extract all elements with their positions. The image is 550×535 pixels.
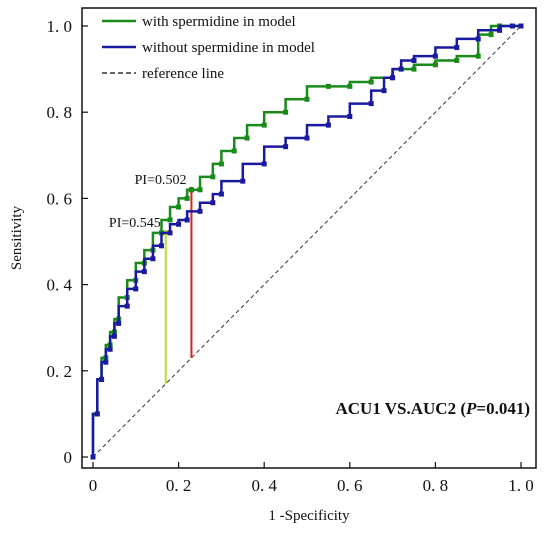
series-1-point bbox=[124, 303, 130, 309]
annotation-p: P bbox=[465, 399, 477, 418]
annotation-suffix: =0.041) bbox=[476, 399, 530, 418]
series-1-point bbox=[184, 217, 190, 223]
series-1-point bbox=[210, 200, 216, 206]
series-0-point bbox=[261, 122, 267, 128]
y-axis-label: Sensitivity bbox=[9, 205, 25, 270]
series-0-point bbox=[167, 217, 173, 223]
series-1-point bbox=[133, 286, 139, 292]
series-1-point bbox=[141, 269, 147, 275]
series-1-point bbox=[411, 57, 417, 63]
series-1-point bbox=[103, 359, 109, 365]
series-1-point bbox=[398, 66, 404, 72]
series-0-point bbox=[244, 135, 250, 141]
x-axis-label: 1 -Specificity bbox=[268, 508, 350, 524]
series-1-point bbox=[304, 135, 310, 141]
y-tick-label: 0 bbox=[64, 448, 73, 467]
x-tick-label: 0 bbox=[89, 476, 98, 495]
annotation-prefix: ACU1 VS.AUC2 ( bbox=[336, 399, 467, 418]
series-1-point bbox=[347, 114, 353, 120]
series-1-point bbox=[325, 122, 331, 128]
x-tick-label: 0. 4 bbox=[251, 476, 277, 495]
series-1-point bbox=[497, 27, 503, 33]
series-0-point bbox=[176, 204, 182, 210]
series-1-point bbox=[90, 454, 96, 460]
series-0-point bbox=[218, 161, 224, 167]
cutoff-labels: PI=0.545 PI=0.502 bbox=[109, 173, 187, 231]
series-1-point bbox=[99, 376, 105, 382]
series-1-point bbox=[432, 53, 438, 59]
series-1-point bbox=[176, 221, 182, 227]
series-1-point bbox=[261, 161, 267, 167]
series-1-point bbox=[475, 36, 481, 42]
series-0-point bbox=[411, 66, 417, 72]
y-tick-label: 0. 2 bbox=[47, 362, 73, 381]
series-0-point bbox=[283, 109, 289, 115]
y-tick-label: 1. 0 bbox=[47, 17, 73, 36]
series-1-point bbox=[381, 88, 387, 94]
legend: with spermidine in model without spermid… bbox=[102, 14, 315, 82]
series-1-point bbox=[454, 45, 460, 51]
series-0-point bbox=[488, 32, 494, 38]
series-0-point bbox=[197, 187, 203, 193]
cutoff-label-1: PI=0.502 bbox=[135, 173, 187, 188]
y-tick-label: 0. 4 bbox=[47, 276, 73, 295]
plot-frame bbox=[81, 7, 537, 469]
reference-line-layer bbox=[92, 25, 522, 458]
series-0-point bbox=[454, 57, 460, 63]
series-1-point bbox=[167, 230, 173, 236]
series-1 bbox=[90, 23, 524, 460]
series-layer bbox=[90, 23, 524, 460]
series-1-point bbox=[94, 411, 100, 417]
series-1-point bbox=[518, 23, 524, 29]
series-0-point bbox=[304, 96, 310, 102]
x-tick-label: 1. 0 bbox=[508, 476, 534, 495]
series-1-point bbox=[368, 101, 374, 107]
series-0-point bbox=[347, 83, 353, 89]
series-0-point bbox=[210, 174, 216, 180]
series-0-point bbox=[184, 195, 190, 201]
cutoff-layer bbox=[162, 186, 195, 384]
series-0-point bbox=[231, 148, 237, 154]
reference-line bbox=[92, 25, 522, 458]
series-0-point bbox=[188, 187, 194, 193]
series-1-point bbox=[107, 346, 113, 352]
auc-comparison-annotation: ACU1 VS.AUC2 (P=0.041) bbox=[336, 399, 531, 418]
x-tick-label: 0. 8 bbox=[423, 476, 449, 495]
series-1-point bbox=[150, 256, 156, 262]
series-0-point bbox=[368, 79, 374, 85]
legend-label-without-spermidine: without spermidine in model bbox=[142, 40, 315, 56]
x-ticks: 0 0. 2 0. 4 0. 6 0. 8 1. 0 bbox=[89, 462, 534, 495]
y-ticks: 0 0. 2 0. 4 0. 6 0. 8 1. 0 bbox=[47, 17, 88, 467]
cutoff-label-0: PI=0.545 bbox=[109, 216, 161, 231]
series-1-point bbox=[197, 208, 203, 214]
series-1-point bbox=[240, 178, 246, 184]
y-tick-label: 0. 6 bbox=[47, 189, 73, 208]
series-1-point bbox=[111, 333, 117, 339]
x-tick-label: 0. 2 bbox=[166, 476, 192, 495]
legend-label-reference: reference line bbox=[142, 66, 224, 82]
series-0-point bbox=[325, 83, 331, 89]
series-1-point bbox=[218, 191, 224, 197]
series-0-point bbox=[432, 62, 438, 68]
series-1-point bbox=[283, 144, 289, 150]
x-tick-label: 0. 6 bbox=[337, 476, 363, 495]
series-1-point bbox=[390, 75, 396, 81]
y-tick-label: 0. 8 bbox=[47, 103, 73, 122]
series-0-point bbox=[475, 53, 481, 59]
legend-label-with-spermidine: with spermidine in model bbox=[142, 14, 296, 30]
series-1-point bbox=[116, 320, 122, 326]
series-1-point bbox=[509, 23, 515, 29]
series-1-point bbox=[158, 243, 164, 249]
